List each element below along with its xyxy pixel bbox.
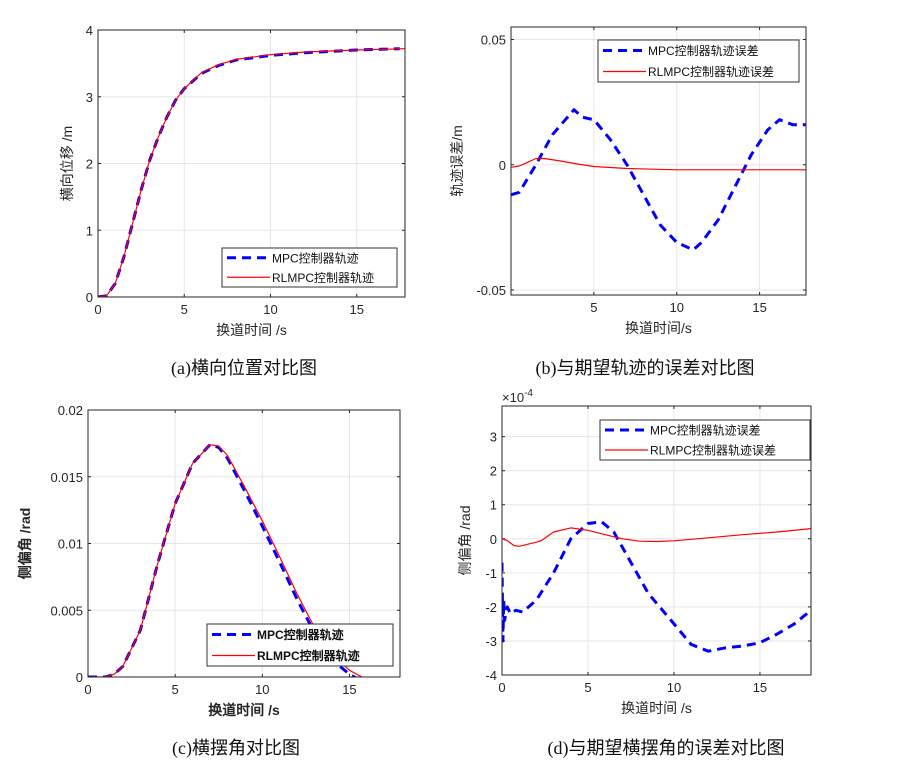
legend-box [221,247,398,288]
legend-entry: MPC控制器轨迹误差 [648,44,759,58]
x-tick-label: 5 [181,302,188,317]
subplot-caption: (c)横摆角对比图 [172,738,300,759]
legend: MPC控制器轨迹误差 RLMPC控制器轨迹误差 [597,39,800,83]
x-tick-label: 15 [753,680,767,695]
rlmpc-series-line [502,527,811,547]
y-tick-label: 0.015 [50,470,83,485]
legend: MPC控制器轨迹 RLMPC控制器轨迹 [221,247,398,288]
axes-box [97,29,406,298]
y-tick-label: 1 [490,498,497,513]
legend-entry: RLMPC控制器轨迹 [257,648,360,663]
y-tick-label: 0.02 [58,403,83,418]
subplot-caption: (d)与期望横摆角的误差对比图 [548,738,785,759]
x-axis-label: 换道时间/s [625,320,692,336]
x-tick-label: 10 [255,682,269,697]
y-tick-label: 0 [490,532,497,547]
y-tick-label: 0 [499,158,506,173]
subplot-b: 5 10 15 -0.05 0 0.05 MPC控制器轨迹误差 RLMPC控制器轨迹误差换道时… [449,26,807,379]
x-tick-label: 10 [667,680,681,695]
x-tick-label: 5 [172,682,179,697]
y-axis-label: 侧偏角 /rad [17,508,33,580]
y-tick-label: 4 [86,23,93,38]
y-tick-label: 0.05 [481,33,506,48]
axes-box [510,26,807,296]
mpc-series-line [511,108,806,252]
x-tick-label: 15 [752,300,766,315]
x-tick-label: 15 [349,302,363,317]
rlmpc-series-line [511,157,806,171]
y-tick-label: 2 [490,464,497,479]
legend: MPC控制器轨迹误差 RLMPC控制器轨迹误差 [599,419,811,461]
y-axis-label: 横向位移 /m [59,126,75,201]
legend-entry: MPC控制器轨迹 [272,251,359,265]
rlmpc-series-line [98,48,405,297]
y-tick-label: 0 [86,290,93,305]
legend-box [206,623,394,667]
x-axis-label: 换道时间 /s [208,702,280,718]
x-axis-label: 换道时间 /s [216,322,287,338]
x-tick-label: 0 [84,682,91,697]
subplot-caption: (b)与期望轨迹的误差对比图 [536,358,755,379]
x-axis-label: 换道时间 /s [621,700,692,716]
x-tick-label: 10 [669,300,683,315]
y-exponent-power: -4 [524,388,533,399]
y-tick-label: -1 [485,566,497,581]
subplot-c: 0 5 10 15 0 0.005 0.01 0.015 0.02 MPC控制器轨迹 RLMPC控制… [17,403,401,759]
x-tick-label: 10 [263,302,277,317]
legend-entry: MPC控制器轨迹误差 [650,424,761,438]
y-tick-label: -4 [485,668,497,683]
axes-box [501,405,812,676]
y-tick-label: 3 [86,90,93,105]
subplot-caption: (a)横向位置对比图 [171,358,317,379]
legend: MPC控制器轨迹 RLMPC控制器轨迹 [206,623,394,667]
legend-box [597,39,800,83]
y-tick-label: 1 [86,223,93,238]
legend-entry: RLMPC控制器轨迹误差 [648,65,774,79]
x-tick-label: 5 [584,680,591,695]
y-tick-label: 3 [490,430,497,445]
y-tick-label: -0.05 [476,283,506,298]
y-exponent-label: ×10-4 [502,388,533,405]
x-tick-label: 15 [342,682,356,697]
x-tick-label: 5 [590,300,597,315]
y-tick-label: 0.005 [50,603,83,618]
y-tick-label: 0 [76,670,83,685]
y-axis-label: 轨迹误差/m [449,125,465,197]
x-tick-label: 0 [94,302,101,317]
legend-entry: RLMPC控制器轨迹误差 [650,444,776,458]
x-tick-label: 0 [498,680,505,695]
legend-entry: RLMPC控制器轨迹 [272,271,374,285]
axes-box [87,409,401,678]
y-axis-label: 侧偏角 /rad [457,505,473,575]
mpc-series-line [502,520,811,653]
y-tick-label: -2 [485,600,497,615]
y-tick-label: 0.01 [58,537,83,552]
y-tick-label: 2 [86,157,93,172]
subplot-d: 0 5 10 15 -4 -3 -2 -1 0 1 2 3 MPC控制器轨迹误差 RLMPC控制器轨迹误差… [457,388,812,759]
legend-box [599,419,811,461]
legend-entry: MPC控制器轨迹 [257,627,344,642]
y-tick-label: -3 [485,634,497,649]
